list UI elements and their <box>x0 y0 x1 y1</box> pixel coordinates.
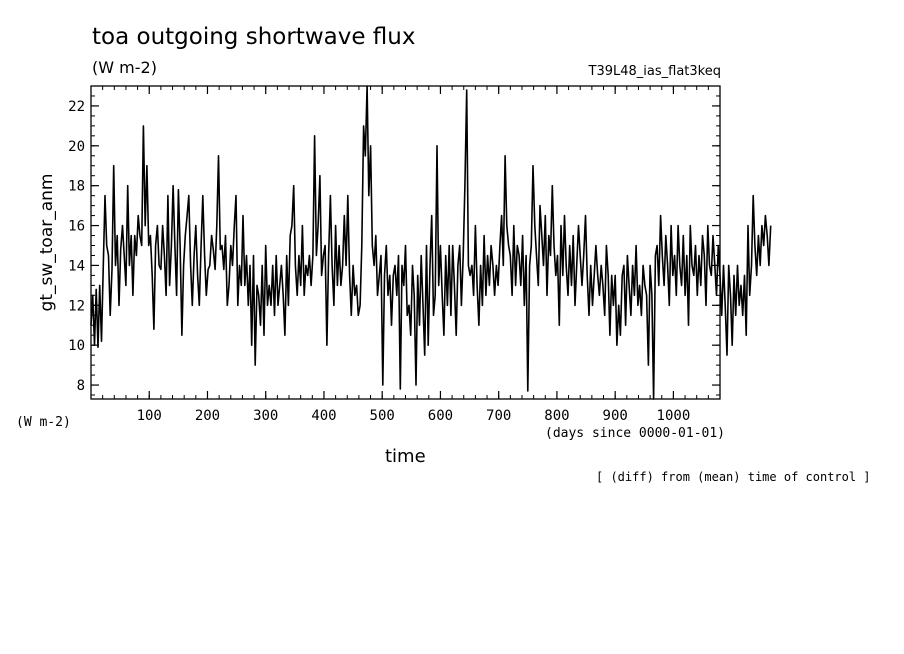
x-units-label: (days since 0000-01-01) <box>545 426 726 441</box>
y-tick-label: 8 <box>77 378 85 394</box>
x-tick-label: 600 <box>428 408 453 424</box>
y-tick-label: 18 <box>68 179 85 195</box>
y-units-label: (W m-2) <box>16 415 71 430</box>
series-line-0 <box>90 85 772 400</box>
x-tick-label: 400 <box>311 408 336 424</box>
x-tick-label: 800 <box>544 408 569 424</box>
x-tick-label: 500 <box>370 408 395 424</box>
y-tick-label: 12 <box>68 298 85 314</box>
chart-title: toa outgoing shortwave flux <box>92 24 416 50</box>
y-tick-label: 10 <box>68 338 85 354</box>
x-tick-label: 700 <box>486 408 511 424</box>
run-id-label: T39L48_ias_flat3keq <box>588 64 721 79</box>
chart-units: (W m-2) <box>92 58 157 77</box>
x-tick-label: 300 <box>253 408 278 424</box>
x-tick-label: 100 <box>137 408 162 424</box>
y-tick-label: 20 <box>68 139 85 155</box>
x-tick-label: 200 <box>195 408 220 424</box>
y-tick-label: 14 <box>68 258 85 274</box>
y-tick-label: 16 <box>68 219 85 235</box>
x-axis-label: time <box>385 446 426 467</box>
y-tick-label: 22 <box>68 99 85 115</box>
x-tick-label: 1000 <box>657 408 691 424</box>
y-axis-label: gt_sw_toar_anm <box>37 174 57 312</box>
x-tick-label: 900 <box>603 408 628 424</box>
footnote: [ (diff) from (mean) time of control ] <box>596 470 871 484</box>
